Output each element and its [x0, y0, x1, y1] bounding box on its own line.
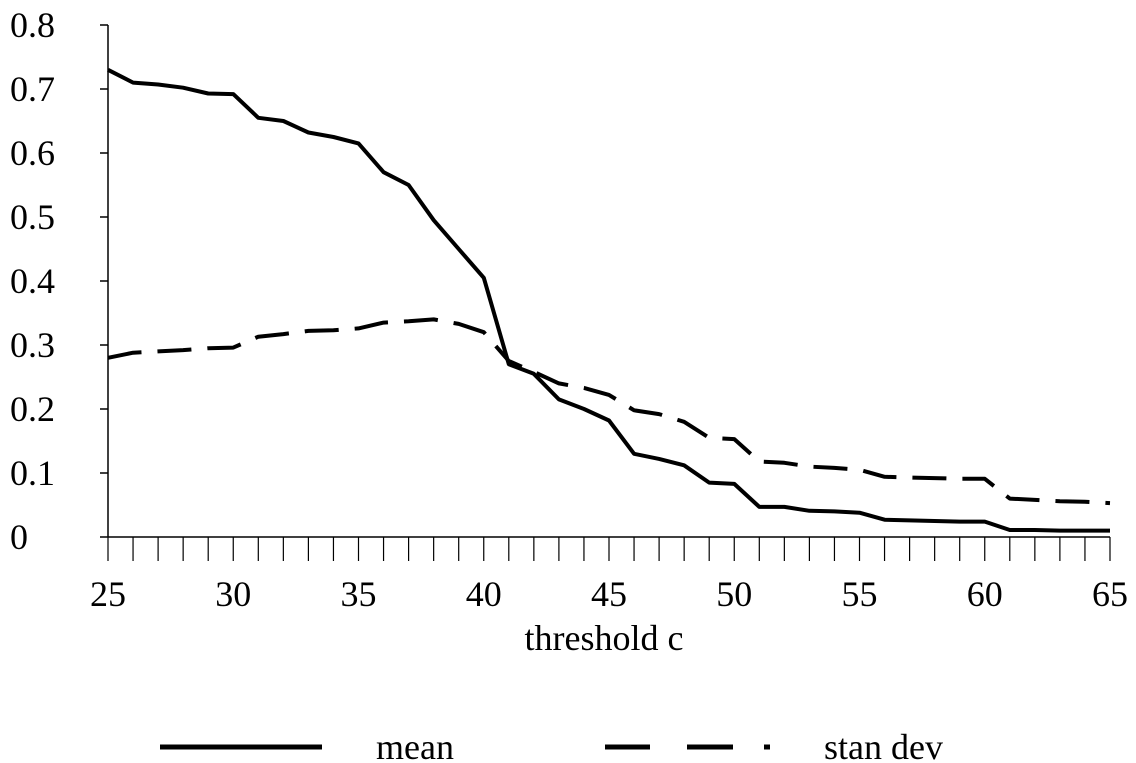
x-axis-title: threshold c [525, 618, 684, 658]
legend: mean stan dev [160, 727, 943, 763]
y-tick-label: 0.5 [10, 197, 55, 237]
y-tick-label: 0.7 [10, 69, 55, 109]
series-layer [107, 68, 1111, 533]
y-tick-label: 0 [10, 517, 28, 557]
x-tick-label: 45 [591, 574, 627, 614]
x-tick-label: 55 [842, 574, 878, 614]
y-tick-label: 0.3 [10, 325, 55, 365]
x-tick-label: 30 [215, 574, 251, 614]
series-line-stan-dev [107, 317, 1111, 506]
x-tick-label: 65 [1092, 574, 1128, 614]
y-tick-label: 0.1 [10, 453, 55, 493]
y-tick-label: 0.6 [10, 133, 55, 173]
series-line-mean [107, 68, 1110, 533]
legend-item-mean: mean [160, 727, 454, 763]
x-tick-label: 40 [466, 574, 502, 614]
y-tick-label: 0.8 [10, 5, 55, 45]
x-tick-label: 25 [90, 574, 126, 614]
y-tick-label: 0.4 [10, 261, 55, 301]
legend-label: stan dev [824, 727, 943, 763]
legend-item-stan-dev: stan dev [605, 727, 943, 763]
axes [107, 25, 1110, 538]
x-tick-label: 35 [341, 574, 377, 614]
x-tick-label: 60 [967, 574, 1003, 614]
x-tick-label: 50 [716, 574, 752, 614]
y-tick-label: 0.2 [10, 389, 55, 429]
ticks: 0 0.1 0.2 0.3 0.4 0.5 0.6 0.7 0.8 25 30 35 40 45 50 55 6… [10, 5, 1128, 614]
legend-label: mean [376, 727, 454, 763]
